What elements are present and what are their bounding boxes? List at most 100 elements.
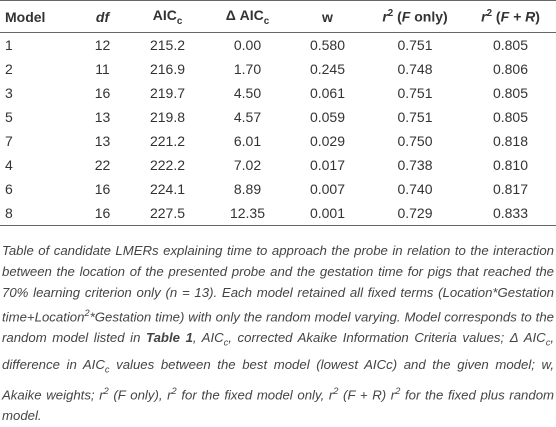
text-run: 2 [395,385,401,396]
text-run: 2 [84,308,90,318]
text-run: Model [5,8,46,25]
text-run: r [481,8,487,25]
text-run: c [176,15,183,27]
text-run: Table 1 [146,330,193,346]
text-run: c [545,338,551,349]
text-run: , difference in AIC [2,330,554,373]
table-cell: 13 [94,133,111,149]
text-run: values between the best model (lowest AI… [2,357,554,403]
text-run: for the fixed model only, r [176,387,334,403]
table-cell: 0.806 [492,61,529,77]
table-cell: 0.00 [233,37,262,53]
table-cell: 219.8 [149,109,186,125]
table-cell: 6.01 [233,133,262,149]
text-run: AIC [152,6,177,23]
table-cell: 8 [0,201,75,226]
table-cell: 12.35 [205,201,290,226]
table-cell: 16 [75,201,130,226]
table-cell: 13 [94,109,111,125]
table-cell: 0.817 [492,181,529,197]
text-run: 2 [333,385,339,396]
table-cell: 221.2 [149,133,186,149]
table-cell: 0.805 [492,109,529,125]
table-cell: 0.580 [309,37,346,53]
table-cell: 224.1 [149,181,186,197]
text-run: *Gestation time) with only the random mo… [2,309,554,346]
table-cell: 0.751 [397,37,433,53]
table-cell: 0.751 [397,109,433,125]
text-run: Table of candidate LMERs explaining time… [2,243,554,325]
table-cell: 4 [5,157,13,173]
text-run: 2 [387,8,394,20]
table-row: 8 16 227.5 12.35 0.001 0.729 0.833 [0,201,556,226]
text-run: , corrected Akaike Information Criteria … [228,330,546,346]
header-cell: AICc [130,0,205,33]
table-row: 5 13 219.8 4.57 0.059 0.751 0.805 [0,105,556,129]
table-cell: 0.750 [397,133,433,149]
table-cell: 0.751 [397,85,433,101]
table-cell: 0.001 [290,201,365,226]
header-cell: r2 (F + R) [465,0,556,33]
table-cell: 0.007 [309,181,346,197]
table-cell: 0.729 [365,201,465,226]
header-cell: r2 (F only) [365,0,465,33]
table-cell: 0.818 [492,133,529,149]
table-cell: 0.061 [309,85,346,101]
table-cell: 7.02 [233,157,262,173]
text-run: w [322,8,333,25]
table-cell: 12 [94,37,111,53]
table-cell: 5 [5,109,13,125]
table-cell: 0.805 [492,85,529,101]
table-cell: 0.029 [309,133,346,149]
table-cell: 16 [94,85,111,101]
table-cell: 0.059 [309,109,346,125]
text-run: 2 [486,8,493,20]
text-run: , AIC [192,330,224,346]
text-run: ( [393,8,402,25]
header-cell: Δ AICc [205,0,290,33]
table-cell: 0.805 [492,37,529,53]
table-cell: 215.2 [149,37,186,53]
table-cell: 216.9 [149,61,186,77]
table-caption: Table of candidate LMERs explaining time… [2,240,554,426]
table-cell: 16 [94,181,111,197]
text-run: 2 [103,385,109,396]
text-run: Δ AIC [225,6,264,23]
table-cell: 0.017 [309,157,346,173]
table-cell: 2 [5,61,13,77]
table-cell: 222.2 [149,157,186,173]
text-run: r [382,8,388,25]
table-cell: 0.748 [397,61,433,77]
table-cell: 4.57 [233,109,262,125]
table-cell: 1 [5,37,13,53]
text-run: c [223,338,229,349]
text-run: 2 [171,385,177,396]
text-run: c [263,15,270,27]
table-cell: 0.810 [492,157,529,173]
header-row: Model df AICc Δ AICc w r2 (F only) r2 (F + R) [0,0,556,33]
text-run: F + R [500,8,536,25]
table-row: 3 16 219.7 4.50 0.061 0.751 0.805 [0,81,556,105]
text-run: c [104,364,110,375]
table-cell: 0.245 [309,61,346,77]
header-cell: w [290,0,365,33]
table-cell: 227.5 [130,201,205,226]
text-run: only) [410,8,448,25]
table-row: 1 12 215.2 0.00 0.580 0.751 0.805 [0,33,556,58]
table-row: 4 22 222.2 7.02 0.017 0.738 0.810 [0,153,556,177]
header-cell: df [75,0,130,33]
text-run: for the fixed plus random model. [2,387,555,424]
table-row: 2 11 216.9 1.70 0.245 0.748 0.806 [0,57,556,81]
table-cell: 7 [5,133,13,149]
text-run: df [95,8,110,25]
table-cell: 219.7 [149,85,186,101]
table-cell: 0.738 [397,157,433,173]
table-cell: 0.833 [465,201,556,226]
text-run: ) [535,8,540,25]
table-body: 1 12 215.2 0.00 0.580 0.751 0.805 2 11 216.9 1.70 0… [0,33,556,226]
text-run: (F only), r [108,387,172,403]
header-cell: Model [0,0,75,33]
text-run: F [401,8,411,25]
table-cell: 22 [94,157,111,173]
